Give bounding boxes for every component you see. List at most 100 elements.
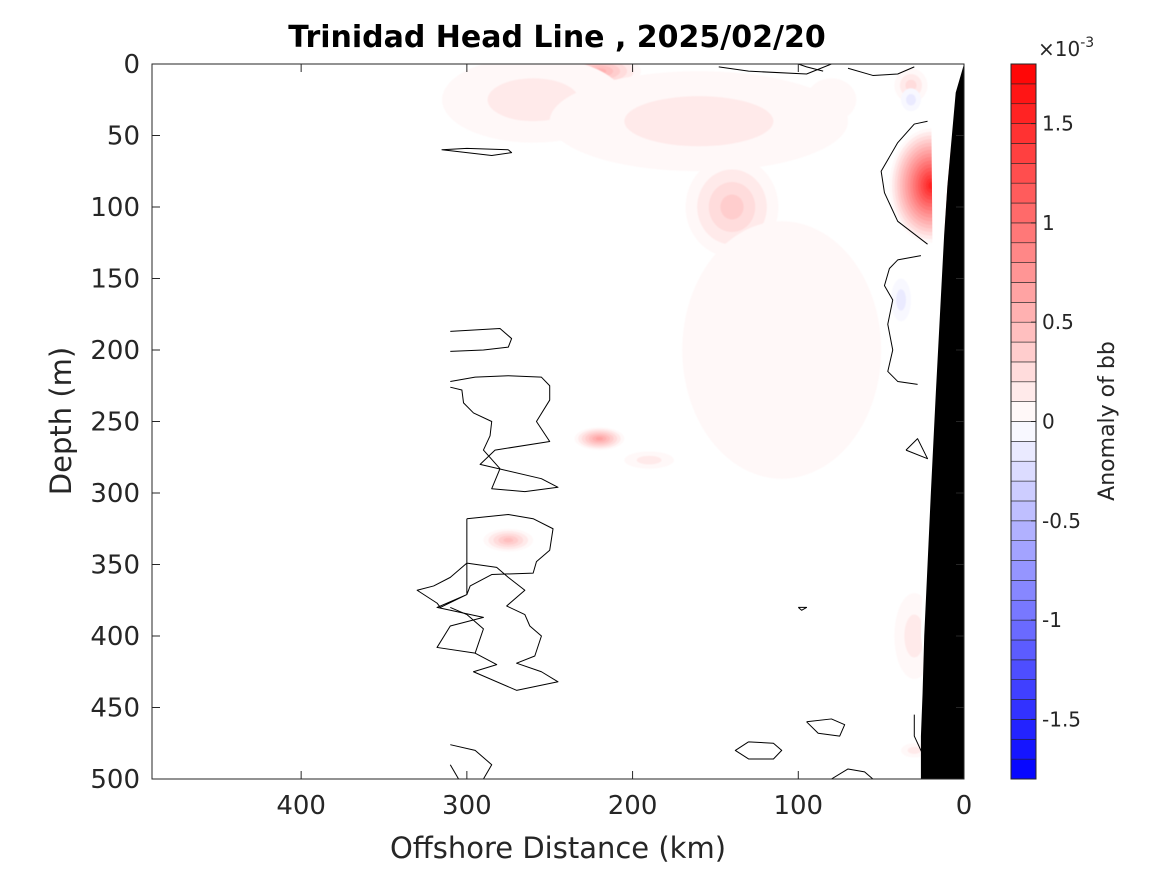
y-tick-label: 400 (90, 622, 140, 652)
x-tick-label: 100 (773, 791, 823, 821)
colorbar-step (1010, 758, 1037, 780)
y-tick-label: 50 (107, 122, 140, 152)
y-tick-label: 250 (90, 408, 140, 438)
anomaly-contour-fill (503, 537, 514, 543)
zero-contour-line (797, 606, 808, 611)
x-tick-label: 0 (956, 791, 973, 821)
y-tick-label: 200 (90, 336, 140, 366)
zero-contour-layer (416, 64, 929, 779)
zero-contour-line (718, 64, 832, 75)
colorbar-tick-label: -1.5 (1042, 707, 1081, 731)
colorbar-step (1010, 103, 1037, 124)
y-tick-label: 300 (90, 479, 140, 509)
anomaly-contour-fill (720, 194, 744, 220)
seafloor-layer (920, 64, 964, 779)
colorbar-tick-label: 0 (1042, 410, 1055, 434)
y-tick-label: 500 (90, 765, 140, 795)
colorbar-step (1010, 699, 1037, 720)
colorbar-label: Anomaly of bb (1095, 341, 1120, 501)
colorbar-tick-label: -0.5 (1042, 509, 1081, 533)
colorbar-step (1010, 163, 1037, 184)
colorbar-step (1010, 480, 1037, 502)
anomaly-contour-fill (682, 221, 882, 479)
colorbar-step (1010, 202, 1037, 224)
colorbar-step (1010, 282, 1037, 303)
colorbar-step (1010, 182, 1037, 204)
chart-title: Trinidad Head Line , 2025/02/20 (288, 20, 825, 55)
colorbar-tick-label: 1.5 (1042, 112, 1074, 136)
colorbar-exponent-base: ×10 (1038, 37, 1080, 61)
colorbar-step (1010, 401, 1037, 422)
zero-contour-line (441, 147, 513, 157)
zero-contour-line (880, 120, 928, 245)
y-axis-ticks: 0 50 100 150 200 250 300 350 400 450 500 (90, 50, 964, 795)
colorbar-step (1010, 719, 1037, 740)
anomaly-contour-fill (896, 289, 906, 311)
colorbar-step (1010, 639, 1037, 661)
zero-contour-line (847, 66, 915, 76)
anomaly-contour-fill (904, 614, 925, 658)
zero-contour-line (831, 768, 874, 779)
x-axis-label: Offshore Distance (km) (390, 831, 726, 865)
colorbar-step (1010, 421, 1037, 442)
colorbar-step (1010, 599, 1037, 621)
y-tick-label: 150 (90, 265, 140, 295)
x-tick-label: 200 (608, 791, 658, 821)
colorbar-step (1010, 500, 1037, 522)
colorbar-tick-label: -1 (1042, 608, 1062, 632)
zero-contour-line (905, 438, 929, 460)
x-tick-label: 400 (276, 791, 326, 821)
colorbar-step (1010, 63, 1037, 85)
colorbar-step (1010, 460, 1037, 482)
colorbar-step (1010, 659, 1037, 680)
anomaly-contour-fill (806, 78, 857, 122)
zero-contour-line (416, 513, 559, 691)
colorbar-step (1010, 242, 1037, 263)
colorbar-step (1010, 321, 1037, 343)
colorbar-step (1010, 381, 1037, 402)
x-tick-label: 300 (442, 791, 492, 821)
x-axis-ticks: 400 300 200 100 0 (276, 64, 972, 821)
anomaly-contour-fill (907, 746, 921, 754)
colorbar-ticks: -1.5 -1 -0.5 0 0.5 1 1.5 (1031, 112, 1081, 731)
colorbar-exponent: ×10-3 (1038, 35, 1094, 61)
y-axis-label: Depth (m) (44, 347, 78, 495)
colorbar-step (1010, 83, 1037, 105)
zero-contour-line (734, 741, 783, 760)
zero-contour-line (450, 375, 559, 493)
anomaly-contour-fill (906, 94, 916, 106)
colorbar-step (1010, 143, 1037, 164)
colorbar-step (1010, 580, 1037, 601)
colorbar-step (1010, 341, 1037, 363)
colorbar-exponent-power: -3 (1080, 35, 1094, 51)
y-tick-label: 100 (90, 193, 140, 223)
colorbar-tick-label: 1 (1042, 211, 1055, 235)
colorbar-step (1010, 222, 1037, 244)
colorbar-step (1010, 540, 1037, 561)
zero-contour-line (450, 744, 493, 779)
colorbar-step (1010, 302, 1037, 323)
y-tick-label: 450 (90, 694, 140, 724)
colorbar-step (1010, 619, 1037, 641)
zero-contour-line (450, 606, 484, 654)
colorbar-step (1010, 520, 1037, 541)
colorbar-step (1010, 123, 1037, 144)
colorbar-step (1010, 679, 1037, 700)
y-tick-label: 350 (90, 551, 140, 581)
colorbar-step (1010, 441, 1037, 462)
colorbar-step (1010, 262, 1037, 283)
zero-contour-line (449, 764, 460, 779)
y-tick-label: 0 (123, 50, 140, 80)
colorbar-step (1010, 361, 1037, 383)
zero-contour-line (883, 255, 922, 385)
seafloor-bathymetry (920, 64, 964, 779)
anomaly-contour-fill (636, 455, 662, 465)
anomaly-contour-fill (624, 96, 774, 147)
zero-contour-line (806, 718, 846, 737)
colorbar-step (1010, 738, 1037, 760)
colorbar-step (1010, 560, 1037, 581)
anomaly-contour-fill (905, 79, 917, 92)
zero-contour-line (450, 328, 513, 352)
colorbar: -1.5 -1 -0.5 0 0.5 1 1.5 ×10-3 Anomaly of bb (1010, 35, 1120, 780)
